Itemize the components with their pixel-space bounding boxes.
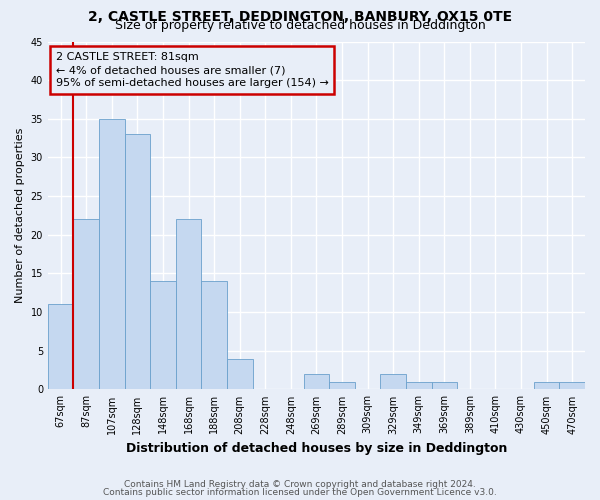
Bar <box>406 382 431 390</box>
Bar <box>150 281 176 390</box>
Bar <box>227 358 253 390</box>
Text: Contains public sector information licensed under the Open Government Licence v3: Contains public sector information licen… <box>103 488 497 497</box>
X-axis label: Distribution of detached houses by size in Deddington: Distribution of detached houses by size … <box>126 442 507 455</box>
Bar <box>176 220 202 390</box>
Bar <box>431 382 457 390</box>
Bar <box>534 382 559 390</box>
Bar <box>125 134 150 390</box>
Bar <box>202 281 227 390</box>
Bar <box>73 220 99 390</box>
Bar <box>99 119 125 390</box>
Bar <box>304 374 329 390</box>
Text: 2 CASTLE STREET: 81sqm
← 4% of detached houses are smaller (7)
95% of semi-detac: 2 CASTLE STREET: 81sqm ← 4% of detached … <box>56 52 329 88</box>
Bar <box>48 304 73 390</box>
Text: Size of property relative to detached houses in Deddington: Size of property relative to detached ho… <box>115 19 485 32</box>
Bar <box>329 382 355 390</box>
Text: Contains HM Land Registry data © Crown copyright and database right 2024.: Contains HM Land Registry data © Crown c… <box>124 480 476 489</box>
Text: 2, CASTLE STREET, DEDDINGTON, BANBURY, OX15 0TE: 2, CASTLE STREET, DEDDINGTON, BANBURY, O… <box>88 10 512 24</box>
Y-axis label: Number of detached properties: Number of detached properties <box>15 128 25 303</box>
Bar <box>380 374 406 390</box>
Bar <box>559 382 585 390</box>
